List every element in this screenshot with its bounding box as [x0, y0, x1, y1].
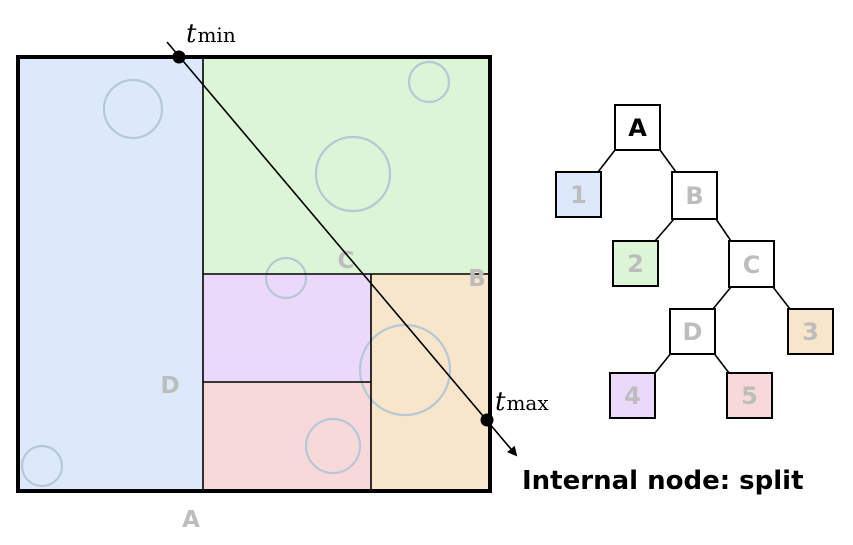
tree-node-label: D [683, 318, 703, 346]
tree-edge [654, 218, 675, 242]
split-lines [202, 57, 490, 491]
primitive-circle [314, 135, 392, 213]
tree-node-label: 5 [741, 382, 758, 410]
tree-node-label: 4 [624, 382, 641, 410]
primitive-circle [102, 78, 164, 140]
t-min-point [172, 50, 186, 64]
split-label-a: A [182, 507, 200, 533]
t-min-var: t [186, 19, 197, 49]
cell-1-region [18, 57, 203, 491]
tree-node-label: C [743, 251, 761, 279]
tree-node-box [787, 308, 834, 355]
split-label-d: D [160, 373, 179, 399]
t-min-label: tmin [186, 19, 236, 49]
ray: tmin tmax [166, 19, 549, 457]
primitive-circle [358, 323, 452, 417]
t-max-sub: max [506, 391, 549, 415]
cell-3-region [371, 274, 490, 491]
split-label-c: C [338, 248, 355, 274]
tree-edge [772, 286, 791, 310]
tree-node-box [728, 240, 775, 288]
tree-edge [712, 351, 730, 374]
tree-node-box [555, 171, 602, 218]
tree-node-label: A [628, 114, 647, 142]
tree-edge [659, 149, 677, 173]
kd-tree: A 1 B 2 C D 3 4 [555, 104, 834, 419]
tree-node-label: 3 [802, 318, 819, 346]
tree-edge [712, 286, 732, 310]
tree-leaf-1: 1 [555, 171, 602, 218]
cell-4-region [203, 274, 371, 382]
ray-line [166, 41, 518, 457]
tree-node-box [614, 104, 661, 151]
tree-node-label: 2 [627, 250, 644, 278]
tree-leaf-2: 2 [612, 240, 659, 287]
tree-node-box [669, 308, 716, 355]
tree-edge [654, 351, 673, 374]
tree-node-b: B [671, 171, 718, 220]
caption: Internal node: split [522, 466, 804, 496]
t-max-var: t [495, 387, 506, 417]
primitive-circle [264, 256, 308, 300]
t-min-sub: min [197, 23, 235, 47]
tree-leaf-5: 5 [726, 372, 773, 419]
tree-node-label: B [685, 182, 703, 210]
primitive-circle [407, 60, 451, 104]
tree-edge [597, 149, 616, 173]
tree-node-box [612, 240, 659, 287]
primitive-circles [20, 60, 452, 488]
tree-node-label: 1 [570, 181, 587, 209]
primitive-circle [304, 417, 362, 475]
tree-node-d: D [669, 308, 716, 355]
tree-leaf-4: 4 [609, 372, 656, 419]
tree-edge [715, 218, 732, 242]
tree-node-box [609, 372, 656, 419]
tree-node-c: C [728, 240, 775, 288]
t-max-point [480, 413, 494, 427]
primitive-circle [20, 444, 64, 488]
cell-5-region [203, 382, 371, 491]
tree-node-box [726, 372, 773, 419]
tree-edges [597, 149, 791, 374]
t-max-label: tmax [495, 387, 549, 417]
spatial-partition: A B C D [16, 55, 492, 533]
scene-bounds [16, 55, 492, 493]
tree-node-a: A [614, 104, 661, 151]
cell-2-region [203, 57, 490, 274]
tree-node-box [671, 171, 718, 220]
tree-leaf-3: 3 [787, 308, 834, 355]
split-label-b: B [468, 266, 486, 292]
